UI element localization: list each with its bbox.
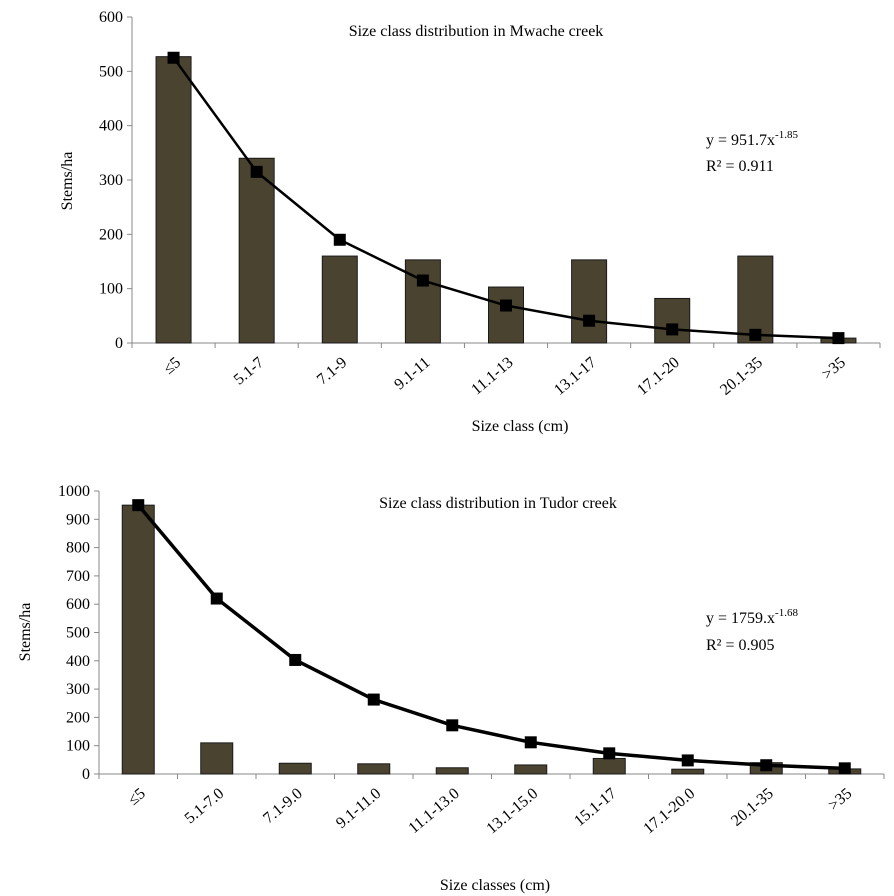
x-tick-label: >35 bbox=[819, 354, 849, 383]
y-tick-label: 700 bbox=[66, 568, 90, 585]
x-tick-label: 11.1-13 bbox=[468, 354, 516, 398]
trendline-marker bbox=[681, 754, 694, 767]
bar bbox=[514, 764, 548, 775]
y-tick-label: 200 bbox=[66, 709, 90, 726]
x-axis-label: Size classes (cm) bbox=[440, 877, 550, 894]
trendline-r-squared: R² = 0.905 bbox=[706, 637, 775, 654]
x-tick-label: 5.1-7.0 bbox=[182, 785, 228, 827]
y-tick-label: 0 bbox=[115, 335, 123, 352]
bar bbox=[238, 157, 275, 344]
chart-title: Size class distribution in Tudor creek bbox=[379, 495, 617, 512]
y-tick-label: 300 bbox=[66, 681, 90, 698]
trendline-marker bbox=[367, 693, 380, 706]
chart-mwache: Size class distribution in Mwache creek … bbox=[59, 9, 881, 435]
bar bbox=[488, 286, 524, 344]
bar bbox=[592, 757, 626, 775]
trendline-marker bbox=[603, 747, 616, 760]
trendline-equation: y = 1759.x-1.68 bbox=[706, 607, 798, 627]
trendline-marker bbox=[167, 51, 180, 64]
x-tick-label: 17.1-20.0 bbox=[640, 785, 698, 837]
trendline-marker bbox=[838, 762, 851, 775]
trendline-marker bbox=[289, 653, 302, 666]
trendline-equation-exponent: -1.68 bbox=[775, 607, 798, 619]
x-tick-label: 7.1-9 bbox=[314, 354, 350, 388]
x-axis-label: Size class (cm) bbox=[472, 418, 569, 435]
trendline-marker bbox=[832, 332, 845, 345]
x-tick-label: 17.1-20 bbox=[634, 354, 683, 399]
trendline-marker bbox=[749, 328, 762, 341]
x-tick-label: 9.1-11.0 bbox=[333, 785, 384, 832]
x-tick-label: 5.1-7 bbox=[231, 354, 267, 388]
trendline-marker bbox=[760, 759, 773, 772]
x-tick-label: 13.1-15.0 bbox=[483, 785, 541, 837]
trendline-equation-main: y = 951.7x bbox=[706, 132, 775, 149]
bar bbox=[654, 297, 691, 344]
trendline-marker bbox=[416, 274, 429, 287]
y-tick-label: 900 bbox=[66, 511, 90, 528]
x-tick-label: 15.1-17 bbox=[571, 785, 620, 830]
x-tick-label: ≤5 bbox=[160, 354, 184, 378]
bar bbox=[737, 255, 774, 344]
trendline-marker bbox=[666, 323, 679, 336]
trendline-marker bbox=[132, 499, 145, 512]
y-tick-label: 100 bbox=[66, 738, 90, 755]
bar bbox=[121, 504, 155, 775]
bar bbox=[404, 259, 441, 344]
y-tick-label: 500 bbox=[66, 625, 90, 642]
x-tick-label: 7.1-9.0 bbox=[260, 785, 306, 827]
bar bbox=[671, 768, 705, 775]
trendline-equation: y = 951.7x-1.85 bbox=[706, 129, 798, 149]
x-tick-label: 13.1-17 bbox=[551, 354, 600, 399]
trendline-marker bbox=[583, 314, 596, 327]
trendline-marker bbox=[500, 299, 512, 312]
bar bbox=[571, 259, 608, 344]
y-tick-label: 600 bbox=[66, 596, 90, 613]
y-axis-label: Stems/ha bbox=[59, 152, 76, 211]
bar bbox=[155, 56, 192, 344]
y-axis-label: Stems/ha bbox=[17, 603, 34, 662]
trendline-r-squared: R² = 0.911 bbox=[706, 158, 774, 175]
trendline-marker bbox=[524, 736, 537, 749]
x-tick-label: 20.1-35 bbox=[728, 785, 777, 830]
trendline-marker bbox=[333, 233, 346, 246]
y-tick-label: 400 bbox=[66, 653, 90, 670]
bar bbox=[357, 763, 391, 775]
bar bbox=[435, 767, 469, 775]
bar bbox=[278, 762, 312, 775]
bar bbox=[200, 742, 234, 775]
y-tick-label: 0 bbox=[82, 766, 90, 783]
chart-tudor: Size class distribution in Tudor creek S… bbox=[17, 483, 885, 894]
y-tick-label: 100 bbox=[99, 281, 123, 298]
trendline-equation-exponent: -1.85 bbox=[775, 129, 798, 141]
trendline-marker bbox=[210, 592, 223, 605]
y-tick-label: 800 bbox=[66, 540, 90, 557]
y-tick-label: 400 bbox=[99, 118, 123, 135]
y-tick-label: 200 bbox=[99, 226, 123, 243]
y-tick-label: 1000 bbox=[58, 483, 90, 500]
x-tick-label: 11.1-13.0 bbox=[405, 785, 462, 837]
trendline bbox=[136, 504, 845, 771]
x-tick-label: 20.1-35 bbox=[717, 354, 766, 399]
chart-title: Size class distribution in Mwache creek bbox=[349, 23, 604, 40]
x-tick-label: ≤5 bbox=[125, 785, 149, 809]
x-tick-label: >35 bbox=[825, 785, 855, 814]
trendline-marker bbox=[446, 719, 459, 732]
trendline-marker bbox=[250, 165, 263, 178]
y-tick-label: 600 bbox=[99, 9, 123, 26]
y-tick-label: 300 bbox=[99, 172, 123, 189]
trendline-equation-main: y = 1759.x bbox=[706, 610, 775, 627]
x-tick-label: 9.1-11 bbox=[391, 354, 433, 393]
y-tick-label: 500 bbox=[99, 63, 123, 80]
bar bbox=[321, 255, 358, 344]
